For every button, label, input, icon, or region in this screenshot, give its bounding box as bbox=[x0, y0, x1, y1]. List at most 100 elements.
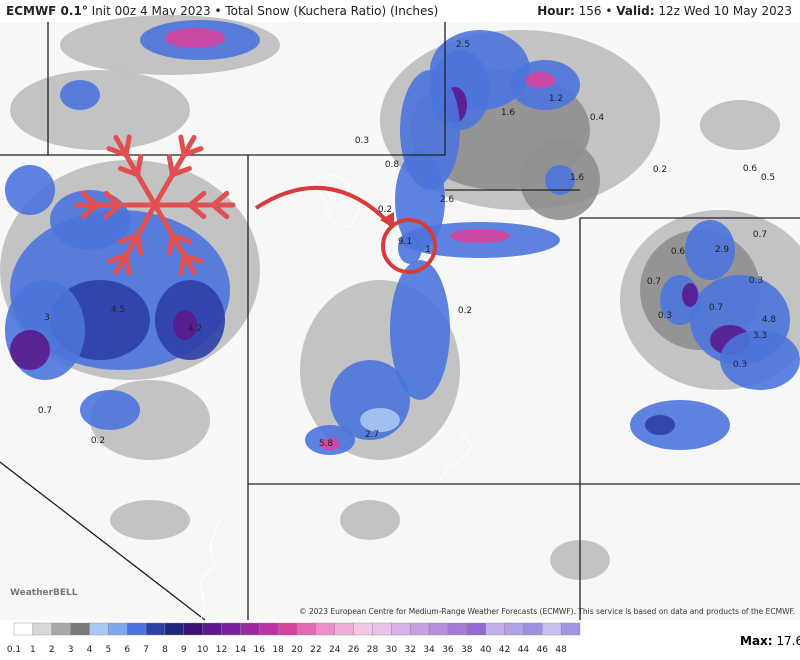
snow-area bbox=[525, 72, 555, 88]
colorbar-swatch bbox=[296, 622, 317, 636]
colorbar-label: 1 bbox=[30, 645, 36, 655]
flake-branch bbox=[210, 190, 230, 208]
flake-branch bbox=[210, 202, 230, 220]
snow-field bbox=[0, 15, 800, 580]
map-value-label: 0.2 bbox=[458, 306, 472, 316]
flake-branch bbox=[181, 252, 204, 264]
colorbar-swatch bbox=[277, 622, 298, 636]
map-value-label: 4.8 bbox=[762, 315, 777, 325]
map-value-label: 0.3 bbox=[658, 311, 672, 321]
snow-area bbox=[320, 438, 340, 450]
separator: • bbox=[214, 4, 222, 18]
colorbar-swatch bbox=[523, 622, 543, 636]
snow-area bbox=[398, 232, 422, 264]
colorbar-label: 26 bbox=[348, 645, 360, 655]
snow-area bbox=[5, 165, 55, 215]
colorbar-swatch bbox=[447, 622, 467, 636]
colorbar-label: 42 bbox=[499, 645, 510, 655]
map-value-label: 1 bbox=[425, 245, 431, 255]
flake-branch bbox=[135, 232, 144, 256]
map-value-label: 2.7 bbox=[365, 430, 379, 440]
flake-branch bbox=[178, 134, 187, 158]
map-value-label: 0.4 bbox=[590, 113, 605, 123]
colorbar-label: 9 bbox=[181, 645, 187, 655]
colorbar-swatch bbox=[70, 622, 90, 636]
colorbar-label: 3 bbox=[68, 645, 74, 655]
snow-area bbox=[80, 390, 140, 430]
colorbar-swatch bbox=[353, 622, 373, 636]
max: Max: 17.6 bbox=[740, 634, 800, 648]
logo: WeatherBELL bbox=[10, 588, 78, 598]
map-value-label: 2.5 bbox=[456, 40, 470, 50]
colorbar-swatch bbox=[202, 622, 222, 636]
map-value-label: 9.1 bbox=[398, 237, 412, 247]
map-value-label: 2.6 bbox=[440, 195, 455, 205]
colorbar-swatch bbox=[315, 622, 335, 636]
flake-branch bbox=[123, 252, 132, 276]
colorbar-swatch bbox=[410, 622, 430, 636]
map-value-label: 0.6 bbox=[671, 247, 686, 257]
snow-area bbox=[165, 28, 225, 48]
flake-branch bbox=[106, 146, 129, 158]
flake-branch bbox=[170, 166, 192, 178]
flake-branch bbox=[118, 166, 140, 178]
colorbar-label: 10 bbox=[197, 645, 209, 655]
flake-branch bbox=[178, 252, 187, 276]
hour-label: Hour: bbox=[537, 4, 575, 18]
snow-area bbox=[340, 500, 400, 540]
colorbar-label: 48 bbox=[555, 645, 567, 655]
colorbar-label: 44 bbox=[518, 645, 530, 655]
colorbar-swatch bbox=[466, 622, 486, 636]
snow-area bbox=[685, 220, 735, 280]
borders bbox=[0, 22, 800, 631]
colorbar-label: 36 bbox=[442, 645, 454, 655]
annotations bbox=[254, 185, 437, 274]
colorbar-label: 14 bbox=[235, 645, 247, 655]
colorbar-label: 22 bbox=[310, 645, 321, 655]
colorbar-swatch bbox=[13, 622, 34, 636]
map-value-label: 0.3 bbox=[749, 276, 763, 286]
flake-arm bbox=[113, 134, 158, 208]
colorbar-swatch bbox=[51, 622, 71, 636]
init: Init 00z 4 May 2023 bbox=[91, 4, 211, 18]
colorbar-label: 28 bbox=[367, 645, 379, 655]
map-value-label: 3.3 bbox=[753, 331, 767, 341]
map-value-label: 1.6 bbox=[501, 108, 516, 118]
arrow bbox=[254, 185, 394, 228]
flake-branch bbox=[103, 202, 123, 220]
snow-area bbox=[110, 500, 190, 540]
highlight-circle bbox=[381, 218, 437, 274]
map-labels: 2.51.21.6 0.40.30.81.60.2 0.60.52.60.29.11… bbox=[38, 40, 777, 449]
colorbar-label: 8 bbox=[162, 645, 168, 655]
snow-area bbox=[395, 150, 445, 250]
colorbar-label: 46 bbox=[537, 645, 549, 655]
map-value-label: 4.5 bbox=[111, 305, 125, 315]
colorbar-swatch bbox=[126, 622, 147, 636]
map-value-label: 0.7 bbox=[709, 303, 723, 313]
colorbar-label: 32 bbox=[404, 645, 415, 655]
snow-area bbox=[545, 165, 575, 195]
snow-area bbox=[630, 400, 730, 450]
product: Total Snow (Kuchera Ratio) (Inches) bbox=[225, 4, 439, 18]
map-value-label: 5.8 bbox=[319, 439, 334, 449]
flake-branch bbox=[170, 232, 192, 244]
colorbar-swatch bbox=[145, 622, 166, 636]
colorbar-swatch bbox=[372, 622, 392, 636]
map-value-label: 0.7 bbox=[753, 230, 767, 240]
snow-area bbox=[682, 283, 698, 307]
flake-branch bbox=[80, 202, 100, 220]
map-value-label: 0.2 bbox=[91, 436, 105, 446]
colorbar-swatch bbox=[108, 622, 128, 636]
map-value-label: 3 bbox=[44, 313, 50, 323]
flake-branch bbox=[181, 146, 204, 158]
map-value-label: 0.2 bbox=[653, 165, 667, 175]
map-value-label: 4.2 bbox=[188, 324, 202, 334]
snow-area bbox=[60, 80, 100, 110]
snow-area bbox=[10, 330, 50, 370]
flake-branch bbox=[103, 190, 123, 208]
flake-branch bbox=[106, 252, 129, 264]
colorbar-swatch bbox=[560, 622, 581, 636]
colorbar-swatch bbox=[164, 622, 185, 636]
